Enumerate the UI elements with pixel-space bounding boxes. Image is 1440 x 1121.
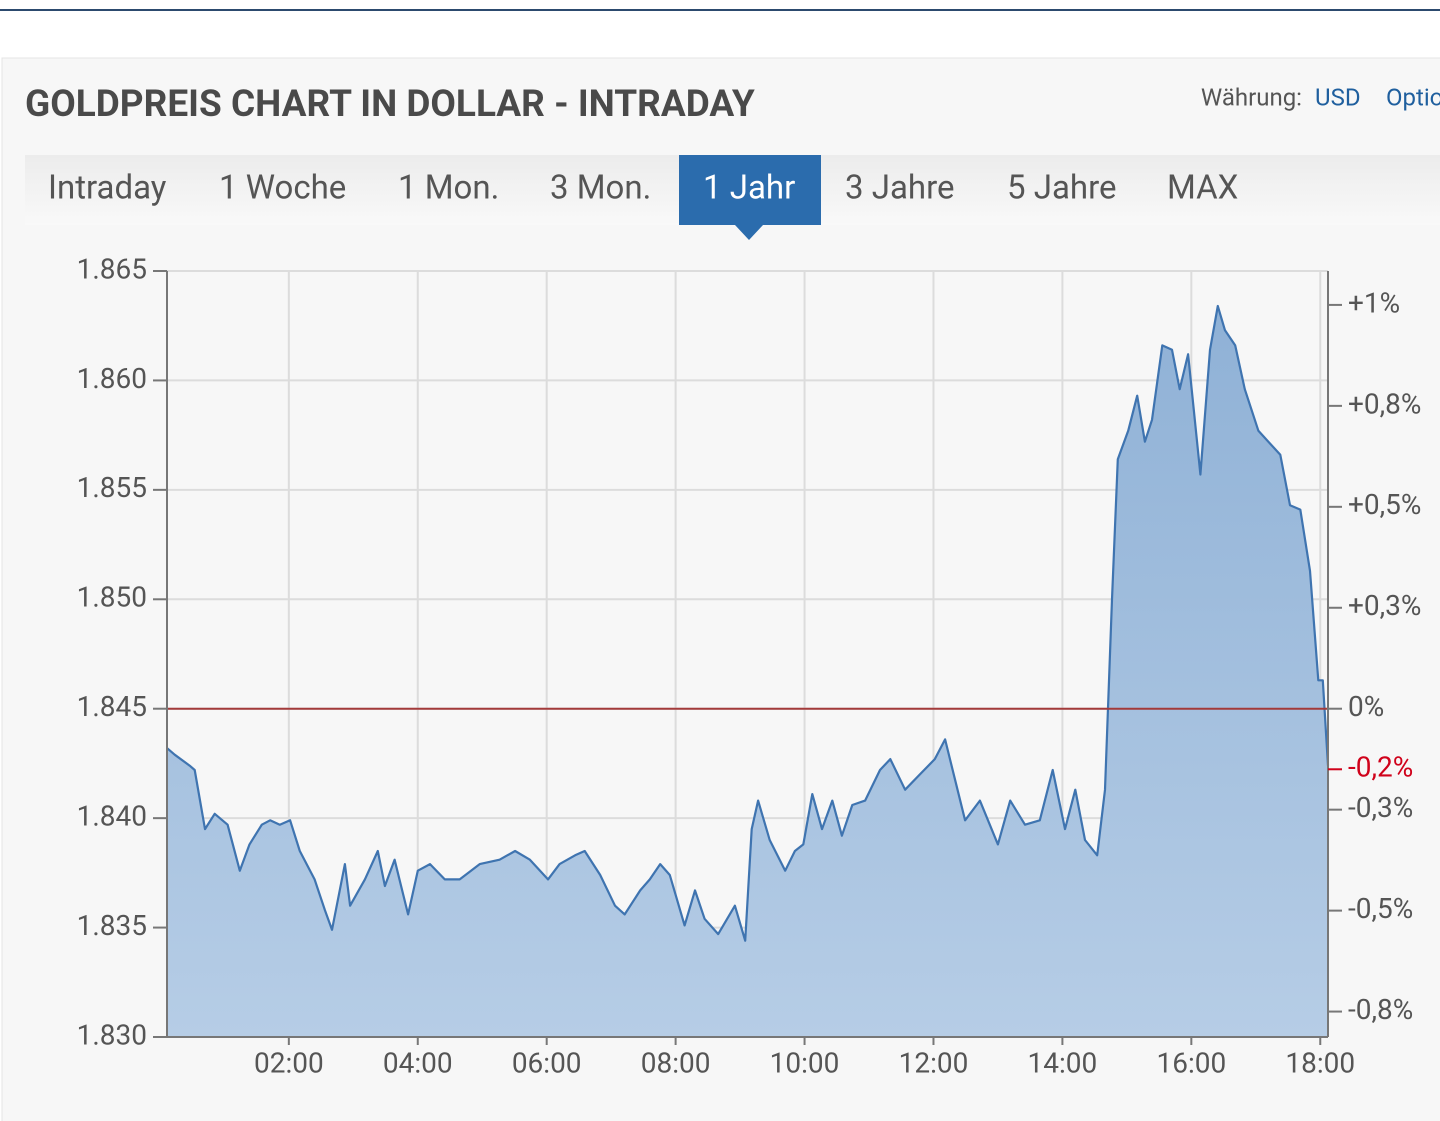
tab[interactable]: 5 Jahre [1007,169,1116,208]
y-tick-label: 1.855 [77,471,147,504]
y2-tick-label: +0,5% [1348,488,1421,521]
last-value-label: -0,2% [1348,751,1413,784]
x-tick-label: 18:00 [1285,1046,1355,1079]
currency-link[interactable]: USD [1315,83,1361,111]
tab[interactable]: Intraday [48,169,167,208]
y-tick-label: 1.850 [77,581,147,614]
x-tick-label: 16:00 [1156,1046,1226,1079]
x-tick-label: 12:00 [899,1046,969,1079]
tab[interactable]: 1 Jahr [703,169,795,208]
x-tick-label: 06:00 [512,1046,582,1079]
y2-tick-label: +0,8% [1348,387,1421,420]
y2-tick-label: +0,3% [1348,589,1421,622]
y-tick-label: 1.845 [77,690,147,723]
y-tick-label: 1.840 [77,800,147,833]
tab[interactable]: 3 Jahre [845,169,954,208]
y-tick-label: 1.830 [77,1018,147,1051]
tab[interactable]: 3 Mon. [550,169,651,208]
y2-tick-label: -0,3% [1348,791,1413,824]
top-area [0,0,1440,58]
y-tick-label: 1.835 [77,909,147,942]
y-tick-label: 1.865 [77,252,147,285]
x-tick-label: 02:00 [254,1046,324,1079]
area [167,306,1328,1037]
line [166,304,1330,942]
currency-label: Währung: [1201,83,1302,111]
tab[interactable]: 1 Mon. [398,169,499,208]
y2-tick-label: -0,5% [1348,892,1413,925]
tab[interactable]: MAX [1167,169,1238,208]
tab[interactable]: 1 Woche [219,169,346,208]
tab-pointer [735,225,763,240]
active-tab [679,155,821,225]
chart-title: GOLDPREIS CHART IN DOLLAR - INTRADAY [25,83,755,126]
y2-tick-label: -0,8% [1348,993,1413,1026]
x-tick-label: 10:00 [770,1046,840,1079]
y2-tick-label: +1% [1348,286,1400,319]
y2-tick-label: 0% [1348,690,1384,723]
x-tick-label: 04:00 [383,1046,453,1079]
top-box [0,9,1440,11]
options-link[interactable]: Optionen [1386,83,1440,111]
y-tick-label: 1.860 [77,362,147,395]
x-tick-label: 08:00 [641,1046,711,1079]
x-tick-label: 14:00 [1028,1046,1098,1079]
